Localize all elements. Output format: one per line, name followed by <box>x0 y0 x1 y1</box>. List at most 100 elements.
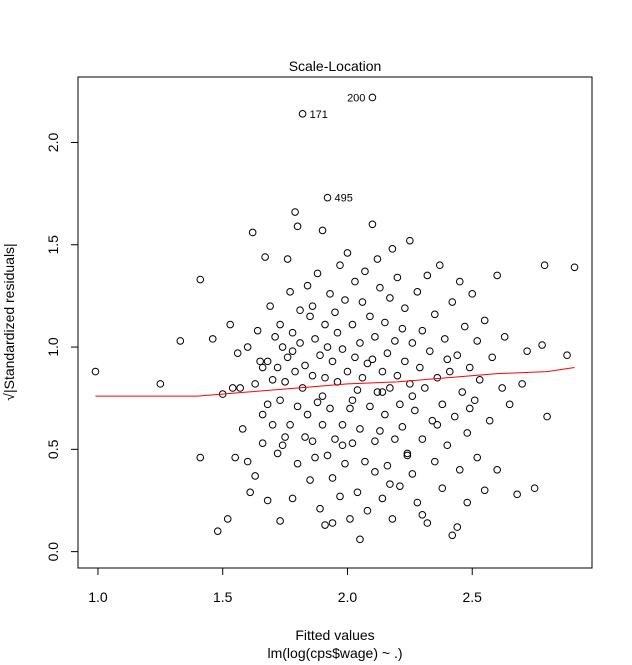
data-point <box>276 396 284 405</box>
data-point <box>428 416 437 425</box>
data-point <box>278 441 287 450</box>
data-point <box>318 392 327 400</box>
x-tick-label: 2.5 <box>462 589 482 605</box>
data-point <box>465 404 474 413</box>
data-point <box>373 255 382 263</box>
data-point <box>448 298 457 306</box>
data-points <box>91 93 579 544</box>
y-axis: 0.0 0.5 1.0 1.5 2.0 <box>45 133 79 561</box>
data-point <box>353 386 362 394</box>
data-point <box>391 337 399 345</box>
data-point <box>416 363 424 372</box>
data-point <box>348 320 357 329</box>
data-point <box>316 351 324 360</box>
data-point <box>268 375 277 384</box>
data-point <box>386 294 394 302</box>
data-point <box>465 363 474 372</box>
data-point <box>318 226 327 235</box>
data-point <box>268 420 277 429</box>
data-point <box>473 453 482 462</box>
data-point <box>351 353 359 362</box>
data-point <box>518 380 526 388</box>
data-point <box>226 320 235 329</box>
data-point <box>358 298 367 306</box>
point-labels: 200 171 495 <box>310 92 366 204</box>
data-point <box>423 271 432 280</box>
data-point <box>376 427 384 435</box>
data-point <box>463 429 472 437</box>
data-point <box>386 384 394 392</box>
data-point <box>291 367 299 376</box>
data-point <box>263 357 272 366</box>
data-point <box>253 326 262 335</box>
data-point <box>460 322 469 331</box>
data-point <box>408 339 417 347</box>
data-point <box>176 337 185 345</box>
data-point <box>273 363 282 372</box>
data-point <box>391 435 399 443</box>
data-point <box>530 484 539 493</box>
data-point <box>396 400 404 409</box>
data-point <box>450 412 459 421</box>
data-point <box>321 373 329 382</box>
data-point <box>318 420 327 429</box>
data-point <box>293 402 302 411</box>
data-point <box>468 290 477 298</box>
point-label: 495 <box>335 193 353 205</box>
data-point <box>336 261 344 270</box>
data-point <box>363 359 372 368</box>
data-point <box>463 498 472 507</box>
data-point <box>366 312 374 321</box>
data-point <box>396 482 404 490</box>
data-point <box>440 335 449 343</box>
data-point <box>361 457 369 466</box>
data-point <box>475 375 484 384</box>
data-point <box>368 220 377 229</box>
data-point <box>321 521 329 529</box>
data-point <box>328 474 337 482</box>
data-point <box>445 367 454 376</box>
data-point <box>398 324 407 333</box>
data-point <box>401 304 409 312</box>
data-point <box>288 328 297 337</box>
data-point <box>401 357 409 366</box>
point-label: 171 <box>310 109 328 121</box>
data-point <box>443 441 452 450</box>
data-point <box>523 347 531 355</box>
x-axis: 1.0 1.5 2.0 2.5 <box>88 567 482 605</box>
data-point <box>356 425 364 433</box>
data-point <box>338 441 347 450</box>
data-point <box>326 290 334 298</box>
data-point <box>341 296 349 304</box>
data-point <box>293 222 302 231</box>
data-point <box>308 302 317 310</box>
data-point <box>228 384 237 392</box>
data-point <box>373 388 382 396</box>
data-point <box>386 480 394 488</box>
data-point <box>296 306 304 315</box>
data-point <box>381 410 389 419</box>
data-point <box>303 410 312 419</box>
data-point <box>313 269 322 278</box>
data-point <box>343 249 352 257</box>
x-axis-label: Fitted values <box>295 627 374 643</box>
data-point <box>388 245 397 253</box>
data-point <box>263 496 272 505</box>
data-point <box>223 515 232 523</box>
data-point <box>393 371 402 380</box>
data-point <box>308 371 317 380</box>
data-point <box>288 494 297 503</box>
data-point <box>331 435 339 443</box>
data-point <box>393 273 402 282</box>
data-point <box>328 519 337 527</box>
data-point <box>431 457 439 466</box>
data-point <box>543 412 551 421</box>
y-tick-label: 0.5 <box>45 439 61 459</box>
data-point <box>403 451 412 460</box>
data-point <box>323 343 332 351</box>
y-tick-label: 2.0 <box>45 133 61 153</box>
data-point <box>331 308 339 317</box>
data-point <box>238 425 247 433</box>
data-point <box>261 253 269 261</box>
